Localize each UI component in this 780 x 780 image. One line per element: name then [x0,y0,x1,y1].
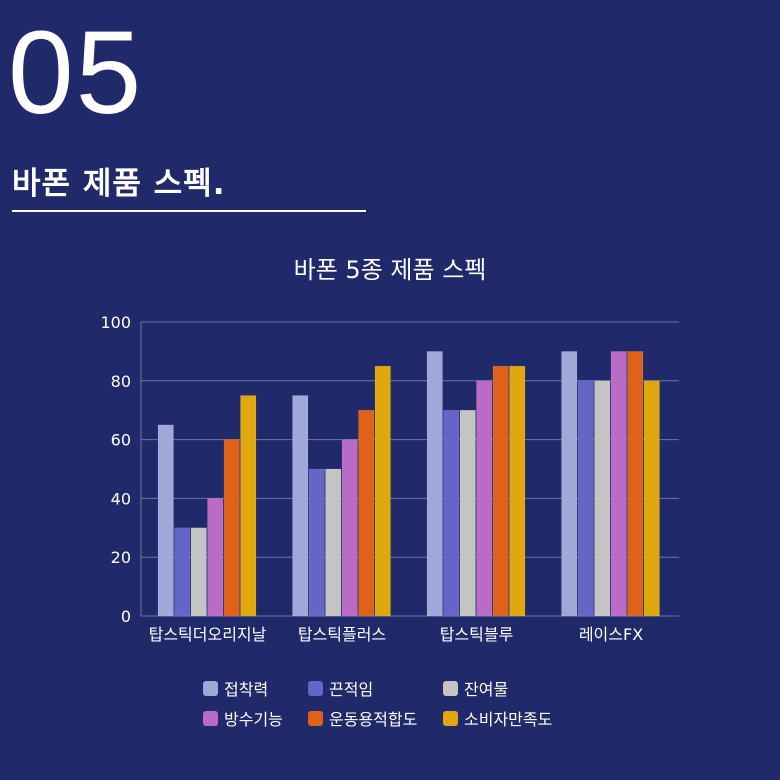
legend-label: 운동용적합도 [329,710,418,729]
bar-운동용적합도-탑스틱더오리지날 [223,439,240,617]
bar-끈적임-탑스틱더오리지날 [174,527,191,617]
legend-label: 잔여물 [464,680,509,699]
bar-소비자만족도-탑스틱플러스 [374,365,391,617]
bar-잔여물-탑스틱블루 [459,409,476,617]
bar-끈적임-탑스틱블루 [443,409,460,617]
legend-label: 접착력 [224,680,269,699]
legend-label: 방수기능 [224,710,283,729]
bar-소비자만족도-탑스틱블루 [509,365,526,617]
bar-접착력-레이스FX [561,351,578,617]
x-tick-label: 탑스틱더오리지날 [149,625,267,644]
bar-운동용적합도-탑스틱블루 [492,365,509,617]
legend-item: 끈적임 [308,676,443,700]
divider [12,210,366,212]
legend-item: 접착력 [203,676,308,700]
legend-item: 잔여물 [443,676,573,700]
bar-끈적임-탑스틱플러스 [308,468,325,617]
legend-swatch [308,680,323,696]
legend-item: 방수기능 [203,706,308,730]
y-tick-label: 60 [111,431,131,450]
legend-item: 소비자만족도 [443,706,573,730]
legend-item: 운동용적합도 [308,706,443,730]
bar-방수기능-탑스틱더오리지날 [207,498,224,617]
bar-잔여물-탑스틱플러스 [325,468,342,617]
y-tick-label: 80 [111,372,131,391]
y-tick-label: 100 [100,313,131,332]
legend-label: 끈적임 [329,680,374,699]
y-tick-label: 20 [111,548,131,567]
bar-운동용적합도-탑스틱플러스 [358,409,375,617]
section-number: 05 [8,7,144,139]
section-subtitle: 바폰 제품 스펙. [12,166,226,202]
bar-접착력-탑스틱더오리지날 [157,424,174,617]
bar-접착력-탑스틱블루 [426,351,443,617]
legend-label: 소비자만족도 [464,710,553,729]
legend-swatch [203,680,218,696]
legend-swatch [443,680,458,696]
bar-접착력-탑스틱플러스 [292,395,309,617]
bar-운동용적합도-레이스FX [627,351,644,617]
bar-방수기능-레이스FX [610,351,627,617]
bar-잔여물-레이스FX [594,380,611,617]
y-tick-label: 40 [111,489,131,508]
chart-title: 바폰 5종 제품 스펙 [293,256,487,284]
bar-방수기능-탑스틱블루 [476,380,493,617]
x-tick-label: 레이스FX [579,625,643,644]
y-tick-label: 0 [121,607,131,626]
bar-소비자만족도-탑스틱더오리지날 [240,395,257,617]
bar-끈적임-레이스FX [577,380,594,617]
bar-잔여물-탑스틱더오리지날 [190,527,207,617]
x-tick-label: 탑스틱플러스 [298,625,386,644]
legend-swatch [308,710,323,726]
legend-swatch [203,710,218,726]
x-tick-label: 탑스틱블루 [440,625,514,644]
legend-swatch [443,710,458,726]
bar-방수기능-탑스틱플러스 [341,439,358,617]
bar-소비자만족도-레이스FX [643,380,660,617]
